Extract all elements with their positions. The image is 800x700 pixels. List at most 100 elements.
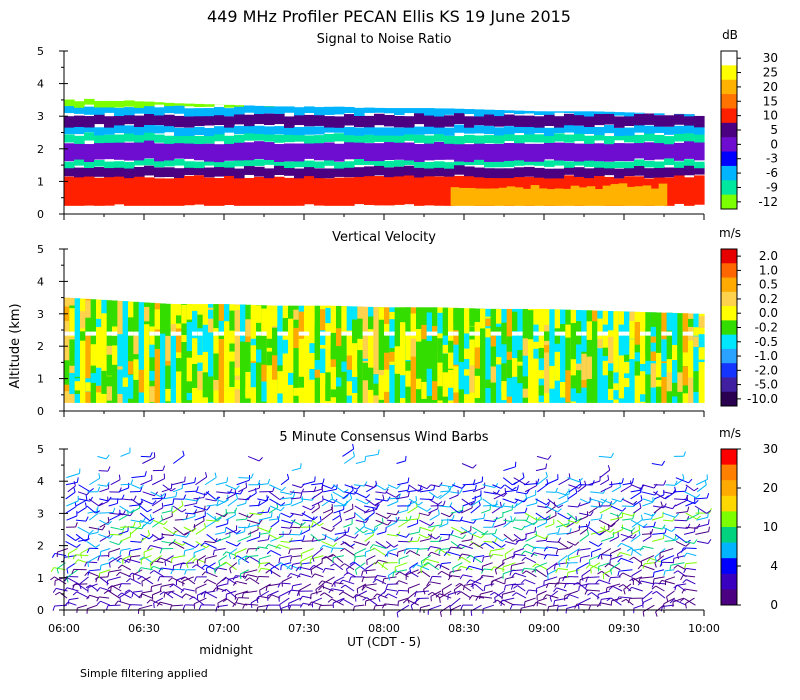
- wind-barb: [505, 583, 517, 587]
- snr-cell: [244, 159, 255, 167]
- snr-cell: [694, 161, 705, 169]
- wind-barb-flag: [395, 590, 399, 596]
- wind-barb: [130, 498, 140, 505]
- wind-barb: [439, 505, 450, 508]
- snr-cell: [494, 160, 505, 168]
- wind-barb-flag: [89, 487, 94, 492]
- snr-cell: [84, 124, 95, 133]
- wind-barb: [205, 520, 217, 528]
- wind-barb: [549, 590, 559, 598]
- wind-barb: [417, 484, 428, 490]
- wind-barb: [107, 590, 120, 599]
- wind-barb-flag: [124, 589, 130, 594]
- vv-cell: [186, 304, 193, 403]
- wind-barb-flag: [439, 611, 442, 617]
- wind-barb: [439, 490, 451, 500]
- wind-barb: [195, 540, 207, 549]
- snr-cell: [324, 133, 335, 143]
- wind-barb: [470, 555, 483, 564]
- wind-barb: [129, 525, 142, 535]
- vv-gap: [128, 331, 134, 336]
- wind-barb: [142, 491, 155, 497]
- snr-cell: [504, 110, 515, 114]
- snr-cell: [474, 188, 484, 206]
- snr-cell: [264, 113, 275, 125]
- snr-cell: [354, 141, 365, 160]
- wind-barb: [343, 533, 356, 539]
- snr-cell: [424, 126, 435, 135]
- wind-barb-flag: [544, 515, 550, 520]
- wind-barb-flag: [502, 537, 507, 542]
- wind-barb-flag: [54, 591, 60, 596]
- wind-barb-flag: [585, 564, 590, 569]
- wind-barb: [75, 554, 89, 557]
- wind-barb: [408, 498, 419, 506]
- wind-barb-flag: [483, 513, 486, 519]
- wind-barb: [312, 548, 324, 558]
- vv-cell: [304, 336, 310, 362]
- wind-barb: [323, 498, 334, 504]
- vv-cell: [122, 324, 129, 332]
- vv-cell: [90, 353, 97, 382]
- snr-cell: [294, 143, 305, 162]
- vv-cell: [592, 321, 598, 341]
- wind-barb: [353, 561, 366, 571]
- wind-barb-flag: [688, 478, 693, 484]
- vv-cell: [165, 335, 172, 361]
- wind-barb: [395, 562, 408, 568]
- vv-cell: [234, 379, 241, 390]
- wind-barb: [153, 560, 164, 564]
- snr-cell: [194, 161, 205, 169]
- vv-gap: [341, 331, 348, 336]
- wind-barb: [611, 529, 623, 535]
- snr-cell: [384, 114, 395, 127]
- wind-barb: [590, 505, 601, 508]
- wind-barb-flag: [475, 596, 479, 601]
- wind-barb-flag: [674, 480, 678, 486]
- wind-barb-flag: [510, 584, 514, 590]
- vv-cell: [122, 301, 129, 403]
- vv-cell: [618, 317, 625, 337]
- wind-barb-flag: [640, 495, 643, 501]
- wind-barb: [300, 573, 312, 578]
- wind-barb: [322, 533, 335, 541]
- vv-cell: [661, 363, 668, 377]
- snr-cell: [94, 106, 105, 115]
- snr-cell: [522, 188, 532, 206]
- wind-barb-flag: [119, 550, 122, 556]
- vv-cell: [496, 326, 502, 335]
- wind-barb: [418, 512, 429, 517]
- wind-barb-flag: [440, 519, 443, 526]
- vv-cell: [442, 344, 449, 354]
- wind-barb-flag: [300, 463, 302, 469]
- wind-barb-flag: [365, 508, 370, 513]
- wind-barb: [215, 512, 225, 518]
- vv-cell: [112, 345, 118, 365]
- wind-barb: [301, 548, 314, 554]
- wind-barb-flag: [216, 499, 219, 505]
- vv-cell: [176, 328, 182, 353]
- wind-barb: [225, 526, 237, 534]
- wind-barb-flag: [365, 493, 371, 499]
- colorbar-swatch: [721, 306, 737, 321]
- wind-barb: [566, 540, 576, 546]
- colorbar-tick-label: -1.0: [755, 349, 778, 363]
- snr-cell: [274, 106, 285, 114]
- wind-barb: [366, 555, 376, 561]
- wind-barb: [107, 576, 121, 581]
- colorbar-swatch: [721, 151, 737, 167]
- snr-cell: [334, 177, 345, 206]
- snr-cell: [244, 125, 255, 134]
- vv-cell: [544, 331, 550, 341]
- wind-barb-flag: [84, 502, 87, 508]
- wind-barb: [622, 482, 633, 486]
- wind-barb: [502, 509, 513, 514]
- wind-barb: [214, 513, 227, 521]
- wind-barb-flag: [578, 477, 583, 483]
- wind-barb-flag: [172, 565, 175, 571]
- wind-barb: [279, 597, 290, 605]
- wind-barb-flag: [395, 571, 400, 576]
- wind-barb-flag: [521, 579, 526, 584]
- wind-barb-flag: [617, 570, 620, 577]
- wind-barb: [184, 490, 197, 493]
